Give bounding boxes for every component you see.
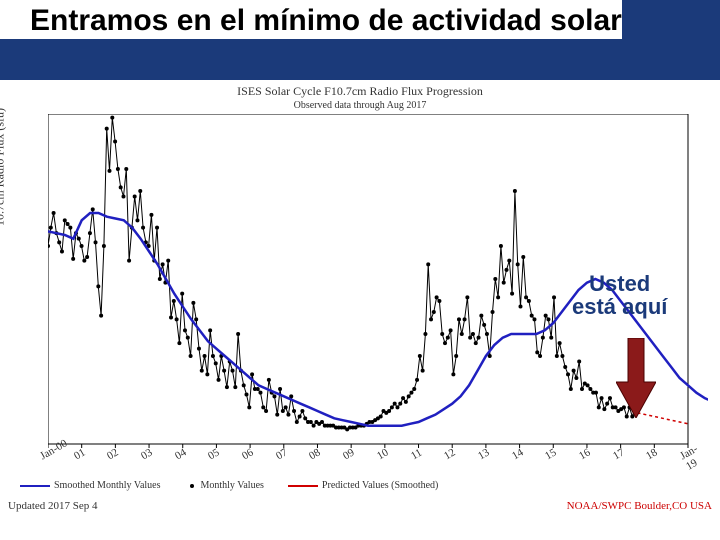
- y-axis-label: 10.7cm Radio Flux (sfu): [0, 42, 8, 292]
- legend: Smoothed Monthly ValuesMonthly ValuesPre…: [20, 480, 712, 491]
- chart-container: ISES Solar Cycle F10.7cm Radio Flux Prog…: [0, 82, 720, 534]
- chart-title: ISES Solar Cycle F10.7cm Radio Flux Prog…: [237, 84, 483, 99]
- annotation-text: Usted está aquí: [572, 272, 667, 318]
- annotation-line2: está aquí: [572, 294, 667, 319]
- annotation-arrow: [616, 338, 656, 418]
- annotation-line1: Usted: [589, 271, 650, 296]
- footer-source: NOAA/SWPC Boulder,CO USA: [567, 500, 712, 512]
- title-band: Entramos en el mínimo de actividad solar: [0, 0, 720, 80]
- slide-title: Entramos en el mínimo de actividad solar: [0, 0, 622, 39]
- footer-updated: Updated 2017 Sep 4: [8, 500, 98, 512]
- x-axis-labels: Jan-000102030405060708091011121314151617…: [48, 452, 688, 480]
- chart-subtitle: Observed data through Aug 2017: [294, 100, 427, 111]
